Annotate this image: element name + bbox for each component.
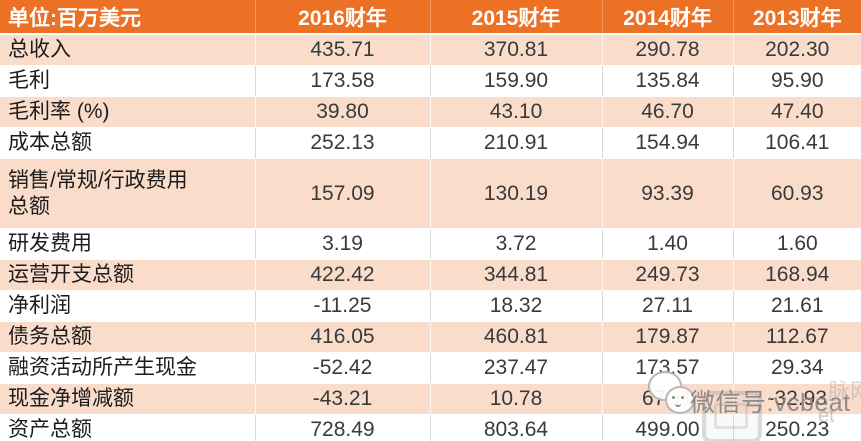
year-header-2013: 2013财年: [733, 0, 861, 35]
value-cell: 249.73: [602, 259, 734, 291]
row-label: 销售/常规/行政费用 总额: [0, 158, 256, 229]
value-cell: 3.19: [255, 228, 431, 260]
unit-header-cell: 单位:百万美元: [0, 0, 256, 35]
value-cell: 173.58: [255, 65, 431, 97]
value-cell: 728.49: [255, 414, 431, 441]
value-cell: 106.41: [733, 127, 861, 159]
value-cell: 39.80: [255, 96, 431, 128]
value-cell: 499.00: [602, 414, 734, 441]
value-cell: 344.81: [430, 259, 603, 291]
row-label: 研发费用: [0, 228, 256, 260]
value-cell: 27.11: [602, 290, 734, 322]
row-label: 毛利: [0, 65, 256, 97]
value-cell: 3.72: [430, 228, 603, 260]
year-header-2016: 2016财年: [255, 0, 431, 35]
table-row: 毛利 173.58 159.90 135.84 95.90: [0, 65, 861, 97]
value-cell: 250.23: [733, 414, 861, 441]
value-cell: 154.94: [602, 127, 734, 159]
value-cell: 370.81: [430, 34, 603, 66]
table-row: 销售/常规/行政费用 总额 157.09 130.19 93.39 60.93: [0, 158, 861, 229]
value-cell: 135.84: [602, 65, 734, 97]
value-cell: 60.93: [733, 158, 861, 229]
table-row: 融资活动所产生现金 -52.42 237.47 173.57 29.34: [0, 352, 861, 384]
value-cell: 159.90: [430, 65, 603, 97]
value-cell: 173.57: [602, 352, 734, 384]
value-cell: 803.64: [430, 414, 603, 441]
year-header-2014: 2014财年: [602, 0, 734, 35]
row-label: 融资活动所产生现金: [0, 352, 256, 384]
value-cell: 252.13: [255, 127, 431, 159]
row-label: 资产总额: [0, 414, 256, 441]
value-cell: 179.87: [602, 321, 734, 353]
table-row: 资产总额 728.49 803.64 499.00 250.23: [0, 414, 861, 441]
value-cell: 46.70: [602, 96, 734, 128]
value-cell: 18.32: [430, 290, 603, 322]
table-row: 运营开支总额 422.42 344.81 249.73 168.94: [0, 259, 861, 291]
value-cell: 290.78: [602, 34, 734, 66]
value-cell: -43.21: [255, 383, 431, 415]
row-label: 毛利率 (%): [0, 96, 256, 128]
row-label: 总收入: [0, 34, 256, 66]
value-cell: 29.34: [733, 352, 861, 384]
value-cell: -11.25: [255, 290, 431, 322]
value-cell: 112.67: [733, 321, 861, 353]
value-cell: 95.90: [733, 65, 861, 97]
value-cell: 1.60: [733, 228, 861, 260]
value-cell: 460.81: [430, 321, 603, 353]
row-label: 现金净增减额: [0, 383, 256, 415]
header-row: 单位:百万美元 2016财年 2015财年 2014财年 2013财年: [0, 0, 861, 35]
value-cell: 10.78: [430, 383, 603, 415]
row-label: 运营开支总额: [0, 259, 256, 291]
table-row: 净利润 -11.25 18.32 27.11 21.61: [0, 290, 861, 322]
value-cell: 157.09: [255, 158, 431, 229]
table-row: 现金净增减额 -43.21 10.78 67.11 -32.93: [0, 383, 861, 415]
value-cell: 210.91: [430, 127, 603, 159]
table-row: 研发费用 3.19 3.72 1.40 1.60: [0, 228, 861, 260]
table-row: 债务总额 416.05 460.81 179.87 112.67: [0, 321, 861, 353]
value-cell: 43.10: [430, 96, 603, 128]
value-cell: 1.40: [602, 228, 734, 260]
row-label: 净利润: [0, 290, 256, 322]
value-cell: 67.11: [602, 383, 734, 415]
table-row: 总收入 435.71 370.81 290.78 202.30: [0, 34, 861, 66]
value-cell: 168.94: [733, 259, 861, 291]
table-row: 毛利率 (%) 39.80 43.10 46.70 47.40: [0, 96, 861, 128]
value-cell: -32.93: [733, 383, 861, 415]
value-cell: 237.47: [430, 352, 603, 384]
year-header-2015: 2015财年: [430, 0, 603, 35]
table-row: 成本总额 252.13 210.91 154.94 106.41: [0, 127, 861, 159]
value-cell: 422.42: [255, 259, 431, 291]
value-cell: -52.42: [255, 352, 431, 384]
value-cell: 202.30: [733, 34, 861, 66]
value-cell: 21.61: [733, 290, 861, 322]
value-cell: 435.71: [255, 34, 431, 66]
value-cell: 416.05: [255, 321, 431, 353]
row-label: 成本总额: [0, 127, 256, 159]
value-cell: 47.40: [733, 96, 861, 128]
row-label: 债务总额: [0, 321, 256, 353]
value-cell: 93.39: [602, 158, 734, 229]
value-cell: 130.19: [430, 158, 603, 229]
